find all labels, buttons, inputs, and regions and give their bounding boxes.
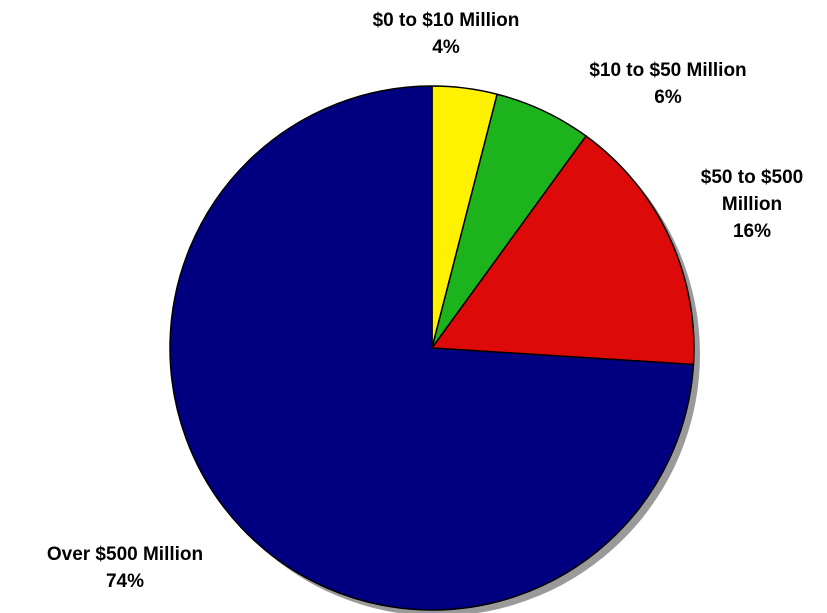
slice-percent-3: 16% bbox=[733, 221, 771, 242]
slice-percent-4: 74% bbox=[106, 571, 144, 592]
slice-labels: $0 to $10 Million 4%$10 to $50 Million 6%$… bbox=[47, 10, 803, 592]
slice-name-2: $10 to $50 Million bbox=[589, 60, 746, 81]
pie-slice-4 bbox=[169, 85, 695, 611]
slice-name-3: $50 to $500 bbox=[701, 167, 803, 188]
slice-label-2: $10 to $50 Million 6% bbox=[589, 60, 746, 108]
slice-name-4: Over $500 Million bbox=[47, 544, 203, 565]
pie-slices bbox=[169, 85, 695, 611]
slice-label-3: $50 to $500 Million 16% bbox=[701, 167, 803, 242]
slice-name-1: $0 to $10 Million bbox=[373, 10, 520, 31]
slice-label-4: Over $500 Million 74% bbox=[47, 544, 203, 592]
slice-label-1: $0 to $10 Million 4% bbox=[373, 10, 520, 58]
slice-name-3: Million bbox=[722, 194, 782, 215]
slice-percent-1: 4% bbox=[432, 37, 460, 58]
slice-percent-2: 6% bbox=[654, 87, 682, 108]
pie-slice-3 bbox=[431, 135, 695, 366]
